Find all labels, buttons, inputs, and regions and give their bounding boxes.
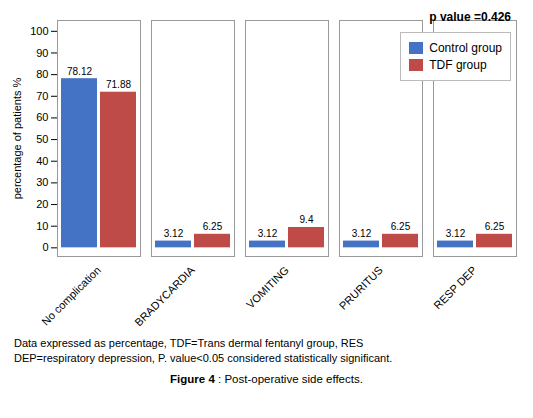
- html-text:p value =0.426: p value =0.426: [429, 10, 511, 24]
- svg-text:100: 100: [30, 25, 48, 37]
- svg-text:0: 0: [42, 241, 48, 253]
- svg-text:20: 20: [36, 198, 48, 210]
- svg-text:10: 10: [36, 220, 48, 232]
- svg-text:70: 70: [36, 90, 48, 102]
- svg-text:80: 80: [36, 68, 48, 80]
- svg-text:3.12: 3.12: [446, 228, 466, 239]
- svg-text:RESP DEP: RESP DEP: [431, 264, 479, 312]
- svg-text:percentage of patients %: percentage of patients %: [11, 77, 23, 199]
- svg-text:9.4: 9.4: [300, 214, 314, 225]
- html-text:DEP=respiratory depression, P.: DEP=respiratory depression, P. value<0.0…: [14, 352, 393, 364]
- svg-text:6.25: 6.25: [203, 221, 223, 232]
- svg-text:3.12: 3.12: [258, 228, 278, 239]
- html-text:Figure 4: Post-operative side: Figure 4: Post-operative side effects.: [170, 373, 363, 385]
- html-text:Control group: Control group: [429, 41, 502, 55]
- svg-text:30: 30: [36, 176, 48, 188]
- svg-text:90: 90: [36, 46, 48, 58]
- svg-text:VOMITING: VOMITING: [244, 264, 291, 311]
- svg-text:40: 40: [36, 155, 48, 167]
- html-text:TDF group: TDF group: [429, 58, 487, 72]
- svg-text:71.88: 71.88: [106, 79, 131, 90]
- svg-text:50: 50: [36, 133, 48, 145]
- svg-text:6.25: 6.25: [391, 221, 411, 232]
- svg-text:No complication: No complication: [39, 264, 103, 328]
- svg-text:BRADYCARDIA: BRADYCARDIA: [132, 263, 197, 328]
- svg-text:3.12: 3.12: [352, 228, 372, 239]
- svg-text:60: 60: [36, 111, 48, 123]
- svg-text:78.12: 78.12: [67, 66, 92, 77]
- svg-text:3.12: 3.12: [164, 228, 184, 239]
- html-text:Data expressed as percentage,: Data expressed as percentage, TDF=Trans …: [14, 337, 364, 349]
- svg-text:PRURITUS: PRURITUS: [337, 264, 385, 312]
- svg-text:6.25: 6.25: [485, 221, 505, 232]
